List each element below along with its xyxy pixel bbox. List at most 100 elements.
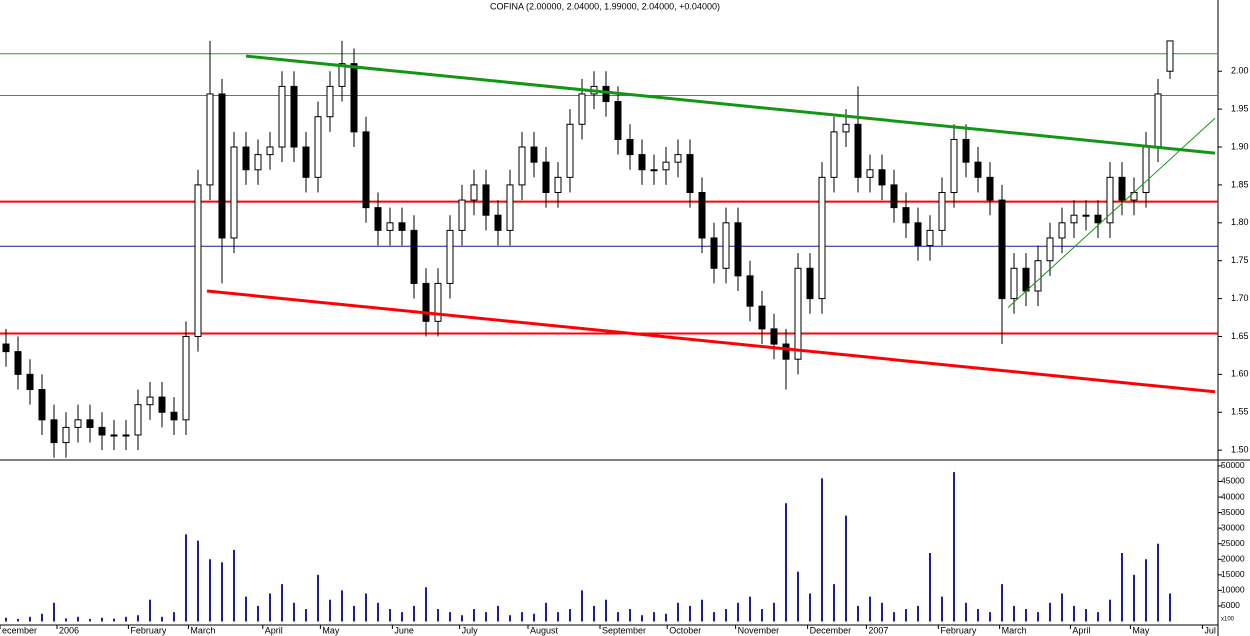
volume-bar [653,612,655,622]
candle-body [950,138,958,193]
candle-body [350,63,358,133]
volume-bar [821,478,823,622]
volume-bar [137,615,139,622]
y-tick-label: 1.75 [1231,255,1249,265]
volume-bar [1145,559,1147,622]
volume-bar [545,602,547,622]
y-tick-label: 20000 [1221,554,1245,564]
y-tick-label: 1.55 [1231,407,1249,417]
x-tick-label: ecember [2,625,37,635]
volume-bar [209,559,211,622]
y-tick-label: 25000 [1221,538,1245,548]
candle-body [386,222,394,231]
y-tick-label: 35000 [1221,507,1245,517]
volume-bar [1169,593,1171,622]
candle-body [650,169,658,172]
volume-bar [221,562,223,622]
volume-bar [1073,605,1075,622]
y-tick-label: 1.60 [1231,369,1249,379]
candle-body [530,146,538,163]
candle-body [1034,260,1042,292]
volume-bar [845,515,847,622]
volume-bar [569,609,571,622]
y-tick-label: 10000 [1221,585,1245,595]
candle-body [98,426,106,436]
volume-bar [329,599,331,622]
y-tick-label: 40000 [1221,491,1245,501]
candle-body [830,131,838,178]
volume-bar [1025,609,1027,622]
candle-body [158,396,166,413]
candle-body [122,434,130,437]
volume-bar [761,609,763,622]
x-tick-label: August [530,625,559,635]
volume-bar [173,612,175,622]
volume-bar [641,615,643,622]
y-tick-label: 1.80 [1231,217,1249,227]
x-tick-label: Jul [1204,625,1216,635]
y-tick-label: 45000 [1221,476,1245,486]
volume-bar [809,593,811,622]
candle-body [914,222,922,247]
x-tick-label: July [462,625,479,635]
x-tick-label: May [322,625,340,635]
volume-bar [833,584,835,622]
candle-body [986,176,994,201]
volume-bar [797,571,799,622]
volume-bar [941,596,943,622]
volume-bar [149,599,151,622]
volume-bar [233,549,235,622]
volume-bar [989,612,991,622]
volume-bar [617,612,619,622]
candle-body [1154,93,1162,148]
candle-body [1082,214,1090,217]
x-tick-label: June [394,625,414,635]
volume-bar [977,609,979,622]
volume-bar [101,617,103,622]
volume-bar [737,602,739,622]
candle-body [734,222,742,277]
volume-bar [353,605,355,622]
candle-body [182,335,190,421]
candle-body [74,419,82,428]
candle-body [638,154,646,171]
volume-bar [401,612,403,622]
candle-body [326,85,334,118]
candle-body [290,85,298,148]
volume-bar [125,616,127,622]
candle-body [362,131,370,209]
candle-body [566,123,574,178]
candle-body [458,199,466,231]
candle-body [1010,267,1018,300]
candle-body [146,396,154,406]
trend-line [245,54,1216,155]
volume-bar [185,534,187,622]
x-tick-label: September [602,625,646,635]
candle-body [962,138,970,163]
candle-body [926,229,934,247]
volume-bar [593,605,595,622]
volume-bar [701,599,703,622]
volume-bar [1085,609,1087,622]
candle-body [38,389,46,421]
x-tick-label: March [1002,625,1027,635]
volume-bar [1049,602,1051,622]
candle-body [134,404,142,436]
candle-body [446,229,454,284]
volume-bar [341,590,343,622]
candle-body [374,207,382,231]
candle-body [170,411,178,421]
x-tick-label: November [738,625,780,635]
volume-bar [725,609,727,622]
volume-bar [53,602,55,622]
volume-bar [965,602,967,622]
volume-bar [1001,584,1003,622]
trend-line [1007,117,1216,309]
volume-bar [65,618,67,622]
volume-bar [269,593,271,622]
volume-bar [905,609,907,622]
candle-body [1022,267,1030,292]
candle-body [254,154,262,171]
candle-body [782,343,790,360]
